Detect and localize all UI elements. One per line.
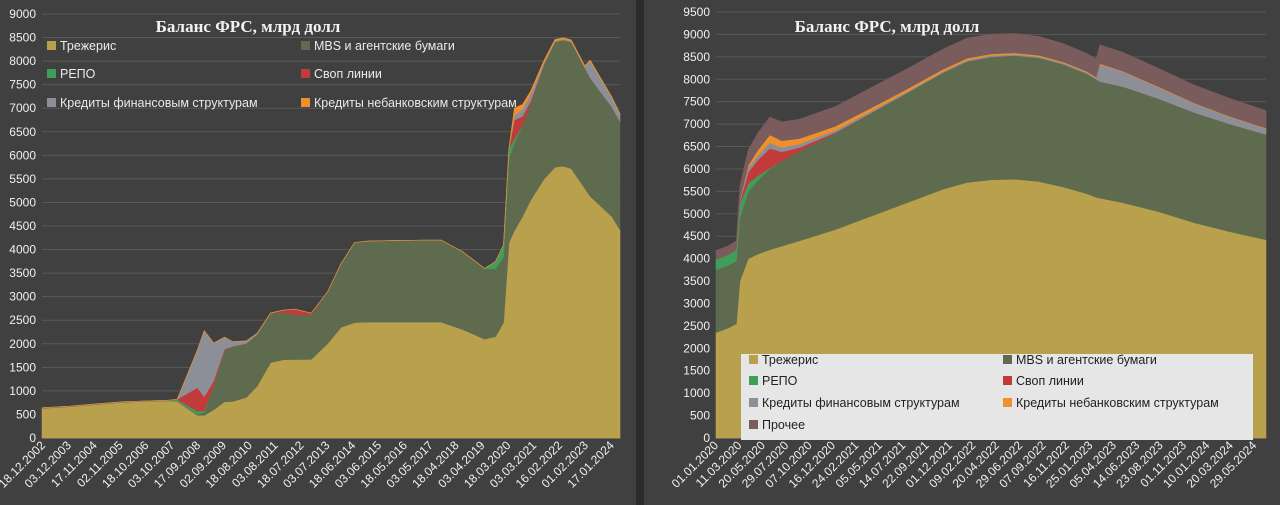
legend-swatch-repo: [47, 69, 56, 78]
legend-swatch-treasuries: [749, 355, 758, 364]
y-tick-label: 4500: [9, 219, 36, 233]
y-tick-label: 7500: [683, 95, 710, 109]
y-tick-label: 6000: [683, 162, 710, 176]
y-tick-label: 9000: [9, 7, 36, 21]
legend-label-treasuries: Трежерис: [60, 39, 116, 53]
y-tick-label: 1000: [683, 386, 710, 400]
y-tick-label: 5000: [683, 207, 710, 221]
y-tick-label: 0: [29, 431, 36, 445]
y-tick-label: 6500: [683, 140, 710, 154]
y-tick-label: 6500: [9, 125, 36, 139]
legend-label-repo: РЕПО: [762, 374, 798, 388]
legend-swatch-loans-nonbank: [1003, 398, 1012, 407]
y-tick-label: 500: [690, 409, 710, 423]
legend-swatch-other: [749, 420, 758, 429]
area-other: [715, 33, 1267, 260]
legend-swatch-repo: [749, 376, 758, 385]
left-chart-panel: 0 500 1000 1500 2000 2500 3000 3500 4000 4500 5000…: [0, 0, 636, 505]
right-chart-panel: 0 500 1000 1500 2000 2500 3000 3500 4000 4500 5000…: [644, 0, 1280, 505]
legend-label-loans-financial: Кредиты финансовым структурам: [762, 396, 960, 410]
legend-label-loans-financial: Кредиты финансовым структурам: [60, 96, 258, 110]
y-tick-label: 7000: [9, 101, 36, 115]
legend-label-swap-lines: Своп линии: [1016, 374, 1084, 388]
legend-swatch-loans-nonbank: [301, 98, 310, 107]
y-tick-label: 2000: [683, 341, 710, 355]
y-tick-label: 2500: [9, 313, 36, 327]
legend-swatch-treasuries: [47, 41, 56, 50]
y-tick-label: 4000: [683, 252, 710, 266]
legend-label-swap-lines: Своп линии: [314, 67, 382, 81]
y-tick-label: 3500: [9, 266, 36, 280]
y-tick-label: 8500: [683, 50, 710, 64]
y-tick-label: 2500: [683, 319, 710, 333]
right-chart: 0 500 1000 1500 2000 2500 3000 3500 4000 4500 5000…: [669, 5, 1267, 491]
y-tick-label: 8000: [9, 54, 36, 68]
legend-swatch-mbs-agency: [1003, 355, 1012, 364]
y-tick-label: 2000: [9, 337, 36, 351]
y-tick-label: 7000: [683, 117, 710, 131]
legend-swatch-swap-lines: [1003, 376, 1012, 385]
legend-label-mbs-agency: MBS и агентские бумаги: [1016, 353, 1157, 367]
y-tick-label: 6000: [9, 148, 36, 162]
legend-label-loans-nonbank: Кредиты небанковским структурам: [1016, 396, 1219, 410]
legend-box: [741, 354, 1253, 440]
y-tick-label: 8500: [9, 31, 36, 45]
right-chart-title: Баланс ФРС, млрд долл: [795, 17, 980, 36]
y-tick-label: 3500: [683, 274, 710, 288]
left-chart-title: Баланс ФРС, млрд долл: [156, 17, 341, 36]
y-tick-label: 4000: [9, 243, 36, 257]
y-tick-label: 9500: [683, 5, 710, 19]
y-tick-label: 9000: [683, 27, 710, 41]
left-chart: 0 500 1000 1500 2000 2500 3000 3500 4000 4500 5000…: [0, 7, 621, 491]
legend-swatch-loans-financial: [47, 98, 56, 107]
y-tick-label: 5500: [683, 184, 710, 198]
y-tick-label: 8000: [683, 72, 710, 86]
y-tick-label: 3000: [9, 290, 36, 304]
y-tick-label: 1500: [683, 364, 710, 378]
legend-swatch-mbs-agency: [301, 41, 310, 50]
legend-label-loans-nonbank: Кредиты небанковским структурам: [314, 96, 517, 110]
y-tick-label: 1500: [9, 360, 36, 374]
y-tick-label: 5000: [9, 195, 36, 209]
legend-label-mbs-agency: MBS и агентские бумаги: [314, 39, 455, 53]
y-tick-label: 0: [703, 431, 710, 445]
legend-swatch-swap-lines: [301, 69, 310, 78]
legend-label-treasuries: Трежерис: [762, 353, 818, 367]
legend-label-other: Прочее: [762, 418, 805, 432]
y-tick-label: 1000: [9, 384, 36, 398]
legend-label-repo: РЕПО: [60, 67, 96, 81]
area-loans-nonbank: [41, 37, 621, 409]
y-tick-label: 7500: [9, 78, 36, 92]
y-tick-label: 5500: [9, 172, 36, 186]
legend-swatch-loans-financial: [749, 398, 758, 407]
y-tick-label: 3000: [683, 296, 710, 310]
y-tick-label: 4500: [683, 229, 710, 243]
y-tick-label: 500: [16, 407, 36, 421]
